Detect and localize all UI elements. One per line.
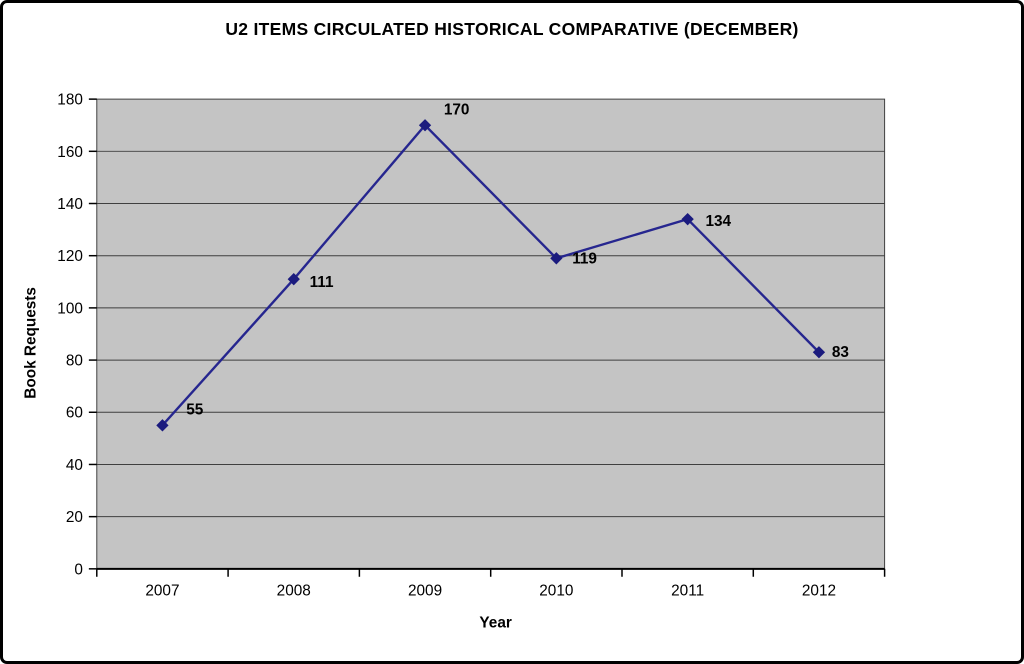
x-tick-marks xyxy=(96,568,886,577)
y-tick-label: 180 xyxy=(57,92,83,109)
plot-area xyxy=(96,98,886,570)
y-tick-label: 0 xyxy=(74,561,83,578)
diamond-marker xyxy=(550,252,563,265)
y-tick-label: 80 xyxy=(66,353,83,370)
series-markers xyxy=(156,119,826,432)
y-tick-label: 160 xyxy=(57,144,83,161)
point-label: 83 xyxy=(832,344,849,361)
x-tick-label: 2007 xyxy=(145,583,179,600)
y-gridlines xyxy=(96,150,885,518)
x-tick-label: 2009 xyxy=(408,583,442,600)
diamond-marker xyxy=(156,419,169,432)
y-tick-label: 40 xyxy=(66,457,83,474)
y-tick-label: 20 xyxy=(66,509,83,526)
point-label: 134 xyxy=(705,213,731,230)
series-line xyxy=(161,124,821,427)
x-tick-label: 2012 xyxy=(802,583,836,600)
diamond-marker xyxy=(681,213,694,226)
x-tick-label: 2011 xyxy=(671,583,704,600)
diamond-marker xyxy=(812,346,826,359)
y-tick-marks xyxy=(88,98,97,570)
x-tick-label: 2008 xyxy=(277,583,311,600)
point-labels: 55 111 170 119 134 83 xyxy=(186,101,849,418)
point-label: 55 xyxy=(186,401,204,418)
chart-title: U2 ITEMS CIRCULATED HISTORICAL COMPARATI… xyxy=(225,19,799,39)
diamond-marker xyxy=(287,273,300,286)
x-tick-label: 2010 xyxy=(539,583,573,600)
line-chart-plot: 0 20 40 60 80 100 120 140 160 180 2007 2008 2009 2010… xyxy=(22,92,886,631)
diamond-marker xyxy=(418,119,432,132)
y-tick-label: 60 xyxy=(66,405,83,422)
y-axis-title: Book Requests xyxy=(22,287,39,399)
y-tick-label: 140 xyxy=(57,196,83,213)
y-tick-labels: 0 20 40 60 80 100 120 140 160 180 xyxy=(57,92,83,579)
x-axis-title: Year xyxy=(479,614,511,631)
point-label: 170 xyxy=(444,101,470,118)
point-label: 111 xyxy=(310,274,334,291)
y-tick-label: 100 xyxy=(57,300,83,317)
x-tick-labels: 2007 2008 2009 2010 2011 2012 xyxy=(145,583,836,600)
point-label: 119 xyxy=(572,250,597,267)
y-tick-label: 120 xyxy=(57,248,83,265)
